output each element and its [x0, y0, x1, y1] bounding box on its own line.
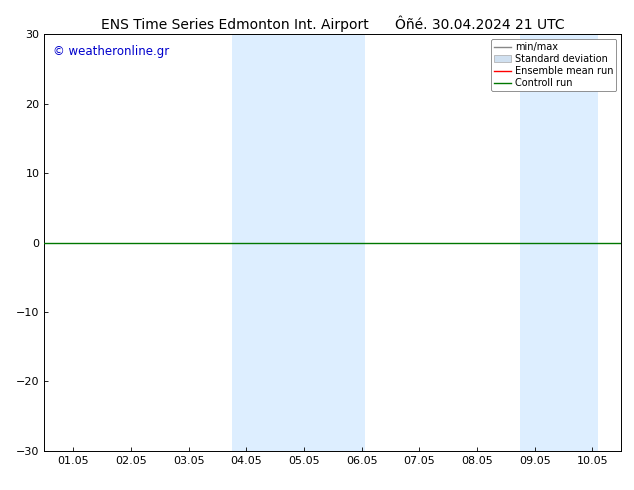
Bar	[521, 34, 598, 451]
Title: ENS Time Series Edmonton Int. Airport      Ôñé. 30.04.2024 21 UTC: ENS Time Series Edmonton Int. Airport Ôñ…	[101, 15, 565, 32]
Text: © weatheronline.gr: © weatheronline.gr	[53, 45, 169, 58]
Legend: min/max, Standard deviation, Ensemble mean run, Controll run: min/max, Standard deviation, Ensemble me…	[491, 39, 616, 91]
Bar	[232, 34, 365, 451]
